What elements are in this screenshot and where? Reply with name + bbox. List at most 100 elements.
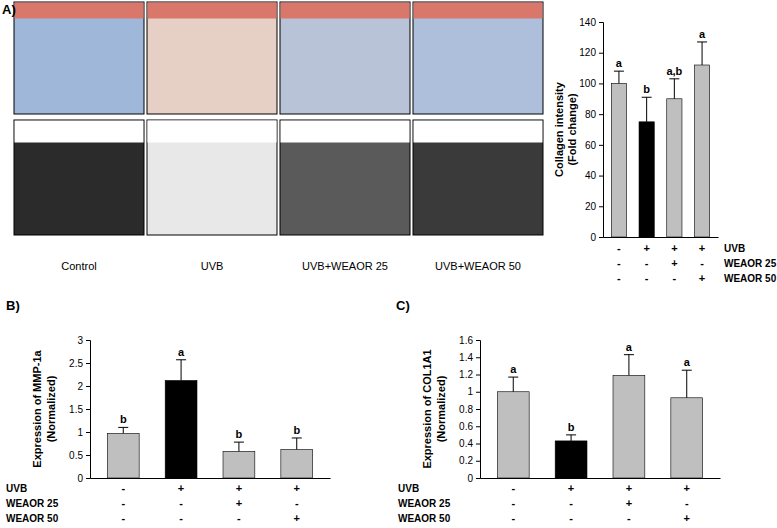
error-bar-stem xyxy=(674,79,675,99)
y-tick: 40 xyxy=(585,170,603,181)
y-tick-label: 100 xyxy=(579,78,596,89)
treatment-name: WEAOR 50 xyxy=(6,513,59,524)
treatment-sign: - xyxy=(569,512,573,524)
binary-image-top xyxy=(15,121,144,143)
error-bar-stem xyxy=(646,97,647,122)
treatment-sign: - xyxy=(511,497,515,509)
y-tick-label: 0.4 xyxy=(459,438,473,449)
significance-letter: a,b xyxy=(666,65,682,77)
y-tick-mark xyxy=(86,432,90,433)
image-caption: UVB+WEAOR 25 xyxy=(302,260,388,272)
y-tick-label: 0.6 xyxy=(459,421,473,432)
treatment-sign: + xyxy=(643,242,649,254)
significance-letter: a xyxy=(510,363,517,375)
treatment-sign: - xyxy=(237,512,241,524)
error-bar xyxy=(566,435,576,441)
x-axis-line xyxy=(604,237,719,238)
error-bar xyxy=(624,355,634,376)
y-tick-mark xyxy=(476,357,480,358)
error-bar-stem xyxy=(123,427,124,433)
y-tick: 1.4 xyxy=(459,352,480,363)
error-bar-stem xyxy=(618,71,619,83)
binary-image xyxy=(280,120,410,235)
binary-image-top xyxy=(414,121,543,143)
image-caption: UVB+WEAOR 50 xyxy=(435,260,521,272)
treatment-sign: - xyxy=(617,272,621,284)
y-tick: 3 xyxy=(77,335,90,346)
y-tick: 1.5 xyxy=(69,404,90,415)
treatment-sign: - xyxy=(617,242,621,254)
y-tick-label: 1.4 xyxy=(459,352,473,363)
y-tick: 120 xyxy=(579,47,603,58)
plot-marks xyxy=(107,360,312,478)
error-bar-cap xyxy=(624,354,634,355)
y-tick: 0.8 xyxy=(459,404,480,415)
significance-letter: a xyxy=(626,341,633,353)
x-axis-line xyxy=(91,478,331,479)
y-axis-title: (Normalized) xyxy=(45,375,57,442)
significance-letter: b xyxy=(293,424,300,436)
treatment-sign: - xyxy=(569,497,573,509)
error-bar xyxy=(234,442,244,451)
bar xyxy=(223,451,255,478)
binary-image-top xyxy=(281,121,410,143)
stained-image xyxy=(413,2,543,114)
y-tick-mark xyxy=(86,455,90,456)
significance-letter: a xyxy=(699,28,706,40)
treatment-sign: - xyxy=(685,497,689,509)
error-bar-cap xyxy=(234,442,244,443)
y-tick: 0 xyxy=(77,473,90,484)
figure: ControlUVBUVB+WEAOR 25UVB+WEAOR 50A)0204… xyxy=(0,0,777,528)
treatment-name: WEAOR 25 xyxy=(398,498,451,509)
error-bar xyxy=(508,377,518,392)
panel-label: C) xyxy=(396,298,410,313)
y-tick-mark xyxy=(476,392,480,393)
y-tick-label: 2.5 xyxy=(69,358,83,369)
error-bar-stem xyxy=(686,370,687,398)
treatment-sign: + xyxy=(294,512,300,524)
chart: B)00.511.522.53Expression of MMP-1a(Norm… xyxy=(6,298,331,524)
x-axis-line xyxy=(481,478,721,479)
error-bar xyxy=(682,370,692,398)
bar xyxy=(671,398,703,478)
treatment-sign: - xyxy=(627,512,631,524)
bar xyxy=(613,375,645,478)
y-tick-label: 2 xyxy=(77,381,83,392)
error-bar-cap xyxy=(642,97,652,98)
y-tick: 0.6 xyxy=(459,421,480,432)
significance-letter: a xyxy=(616,57,623,69)
y-tick: 1.2 xyxy=(459,369,480,380)
y-tick-mark xyxy=(476,340,480,341)
y-axis-title: (Fold change) xyxy=(566,93,578,165)
treatment-sign: - xyxy=(673,272,677,284)
bar xyxy=(639,122,654,237)
bar xyxy=(611,83,626,237)
error-bar xyxy=(642,97,652,122)
error-bar-stem xyxy=(513,377,514,392)
treatment-sign: + xyxy=(178,482,184,494)
error-bar-cap xyxy=(508,377,518,378)
y-tick-label: 40 xyxy=(585,170,597,181)
error-bar-cap xyxy=(669,78,679,79)
error-bar-cap xyxy=(682,370,692,371)
y-tick-label: 0.5 xyxy=(69,450,83,461)
significance-letter: b xyxy=(643,83,650,95)
treatment-name: UVB xyxy=(398,483,419,494)
y-tick-label: 0 xyxy=(590,232,596,243)
binary-image-top xyxy=(148,121,277,143)
error-bar-stem xyxy=(181,360,182,381)
error-bar xyxy=(669,79,679,99)
y-tick: 2 xyxy=(77,381,90,392)
treatment-sign: - xyxy=(645,272,649,284)
bar xyxy=(694,65,709,237)
y-tick-mark xyxy=(599,145,603,146)
treatment-sign: + xyxy=(684,512,690,524)
y-axis-title: Expression of MMP-1a xyxy=(31,349,43,467)
bar xyxy=(165,380,197,478)
y-tick: 80 xyxy=(585,109,603,120)
y-axis-title: (Normalized) xyxy=(435,375,447,442)
y-tick-mark xyxy=(476,409,480,410)
treatment-sign: + xyxy=(236,482,242,494)
treatment-sign: - xyxy=(121,497,125,509)
y-tick-label: 1.6 xyxy=(459,335,473,346)
